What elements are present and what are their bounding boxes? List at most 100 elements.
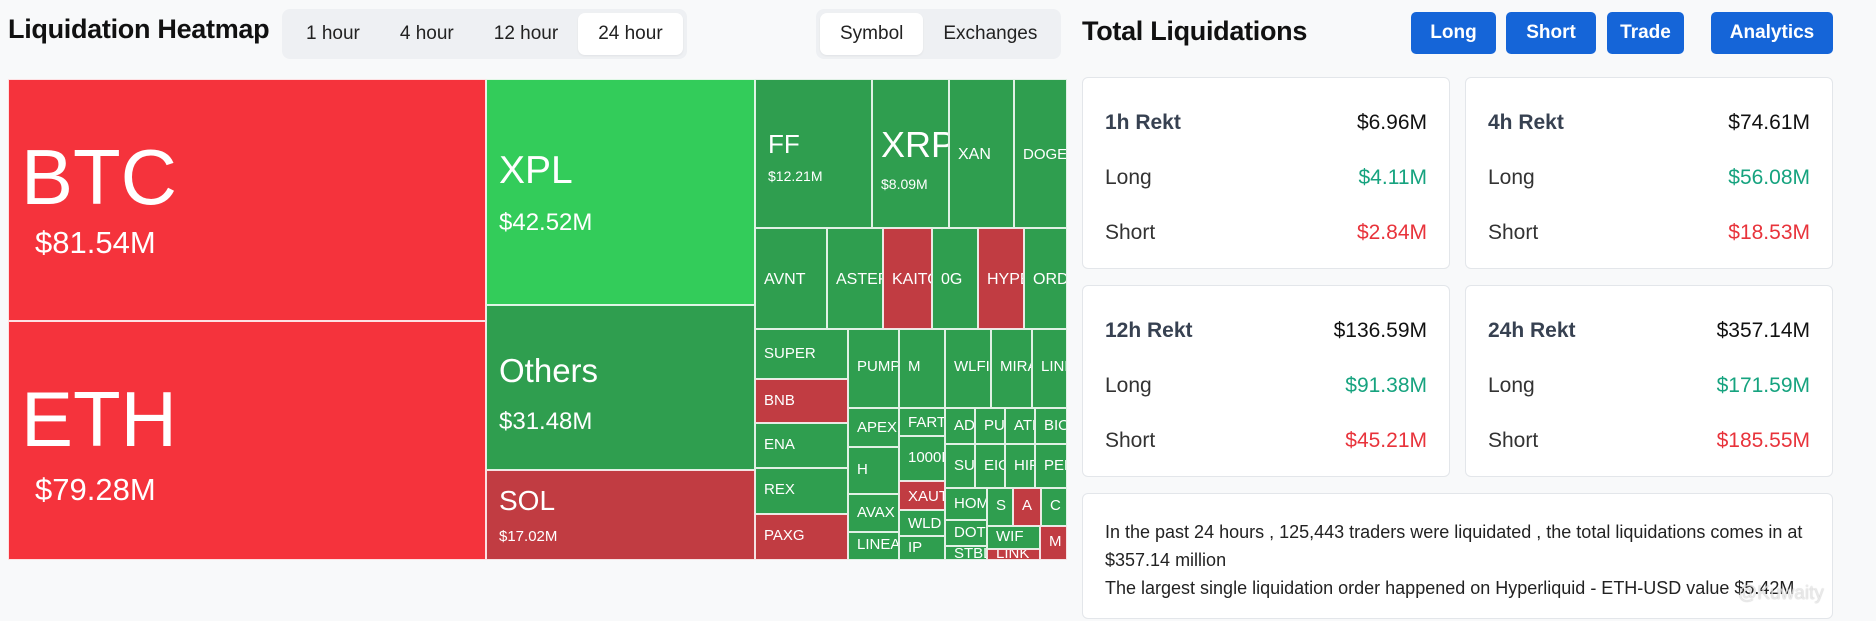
heatmap-cell-aster[interactable]: ASTER [827, 228, 883, 329]
tab-12-hour[interactable]: 12 hour [493, 23, 559, 44]
heatmap-cell-symbol: PENGU [1044, 457, 1066, 474]
heatmap-cell-symbol: STBL [954, 546, 986, 560]
heatmap-cell-apex[interactable]: APEX [848, 408, 899, 447]
heatmap-cell-super[interactable]: SUPER [755, 329, 848, 379]
heatmap-cell-ordi[interactable]: ORDI [1024, 228, 1067, 329]
heatmap-cell-symbol: SUI [954, 457, 975, 474]
trade-button[interactable]: Trade [1607, 12, 1684, 54]
rekt-card-24h: 24h Rekt $357.14M Long $171.59M Short $185.… [1465, 285, 1833, 477]
tab-1-hour[interactable]: 1 hour [306, 23, 360, 44]
heatmap-cell-bio[interactable]: BIO [1035, 408, 1067, 444]
heatmap-cell-symbol: HOME [954, 495, 986, 512]
heatmap-cell-hifi[interactable]: HIFI [1005, 444, 1035, 488]
heatmap-cell-symbol: S [996, 497, 1007, 514]
heatmap-cell-hype[interactable]: HYPE [978, 228, 1024, 329]
tab-24-hour[interactable]: 24 hour [578, 13, 683, 55]
heatmap-cell-wif[interactable]: WIF [987, 526, 1040, 549]
heatmap-cell-pump[interactable]: PUMP [975, 408, 1005, 444]
rekt-card-label: 12h Rekt [1105, 319, 1193, 342]
heatmap-cell-btc[interactable]: BTC $81.54M [8, 79, 486, 321]
heatmap-cell-symbol: DOGE [1023, 146, 1067, 163]
heatmap-cell-xan[interactable]: XAN [949, 79, 1014, 228]
heatmap-cell-h[interactable]: H [848, 447, 899, 494]
heatmap-cell-symbol: BTC [21, 133, 177, 221]
rekt-card-label: 4h Rekt [1488, 111, 1564, 134]
heatmap-cell-pump[interactable]: PUMP [848, 329, 899, 408]
short-label: Short [1105, 429, 1156, 452]
liquidation-heatmap: BTC $81.54M ETH $79.28M XPL $42.52M Others $31.… [8, 79, 1067, 560]
heatmap-cell-avnt[interactable]: AVNT [755, 228, 827, 329]
tab-4-hour[interactable]: 4 hour [399, 23, 454, 44]
heatmap-cell-0g[interactable]: 0G [932, 228, 978, 329]
rekt-card-1h: 1h Rekt $6.96M Long $4.11M Short $2.84M [1082, 77, 1450, 269]
heatmap-cell-ath[interactable]: ATH [1005, 408, 1035, 444]
long-button[interactable]: Long [1411, 12, 1496, 54]
heatmap-cell-mira[interactable]: MIRA [991, 329, 1032, 408]
heatmap-cell-xaut[interactable]: XAUT [899, 481, 945, 510]
heatmap-cell-xpl[interactable]: XPL $42.52M [486, 79, 755, 305]
heatmap-cell-avax[interactable]: AVAX [848, 494, 899, 532]
short-button[interactable]: Short [1506, 12, 1596, 54]
heatmap-cell-symbol: XRP [881, 124, 949, 165]
heatmap-cell-symbol: PUMP [984, 417, 1005, 434]
heatmap-cell-ip[interactable]: IP [899, 536, 945, 560]
heatmap-cell-a[interactable]: A [1013, 488, 1041, 526]
heatmap-cell-eth[interactable]: ETH $79.28M [8, 321, 486, 560]
heatmap-cell-value: $17.02M [499, 528, 558, 545]
analytics-button[interactable]: Analytics [1711, 12, 1833, 54]
heatmap-cell-others[interactable]: Others $31.48M [486, 305, 755, 470]
heatmap-cell-symbol: REX [764, 481, 795, 498]
short-label: Short [1105, 221, 1156, 244]
heatmap-cell-m[interactable]: M [1040, 526, 1067, 560]
short-value: $185.55M [1716, 429, 1810, 452]
heatmap-cell-value: $31.48M [499, 408, 593, 435]
heatmap-cell-fartcoin[interactable]: FARTCOIN [899, 408, 945, 436]
heatmap-cell-symbol: PAXG [764, 527, 805, 544]
heatmap-cell-symbol: XAUT [908, 488, 945, 505]
short-value: $45.21M [1345, 429, 1427, 452]
heatmap-cell-bnb[interactable]: BNB [755, 379, 848, 423]
heatmap-cell-stbl[interactable]: STBL [945, 546, 987, 560]
heatmap-cell-link[interactable]: LINK [987, 549, 1040, 560]
heatmap-cell-home[interactable]: HOME [945, 488, 987, 520]
short-label: Short [1488, 429, 1539, 452]
heatmap-cell-linea[interactable]: LINEA [1032, 329, 1067, 408]
heatmap-cell-symbol: HIFI [1014, 457, 1034, 474]
heatmap-cell-sui[interactable]: SUI [945, 444, 975, 488]
heatmap-cell-kaito[interactable]: KAITO [883, 228, 932, 329]
heatmap-cell-wlfi[interactable]: WLFI [945, 329, 991, 408]
heatmap-cell-wld[interactable]: WLD [899, 510, 945, 536]
heatmap-cell-s[interactable]: S [987, 488, 1013, 526]
heatmap-cell-xrp[interactable]: XRP $8.09M [872, 79, 949, 228]
summary-line-largest: The largest single liquidation order hap… [1105, 578, 1795, 598]
heatmap-cell-value: $42.52M [499, 209, 593, 236]
heatmap-cell-1000pepe[interactable]: 1000PEPE [899, 436, 945, 481]
heatmap-cell-doge[interactable]: DOGE [1014, 79, 1067, 228]
heatmap-cell-dot[interactable]: DOT [945, 520, 987, 546]
heatmap-cell-symbol: C [1050, 497, 1061, 514]
heatmap-cell-symbol: LINEA [857, 536, 899, 553]
heatmap-cell-ff[interactable]: FF $12.21M [755, 79, 872, 228]
heatmap-cell-linea[interactable]: LINEA [848, 532, 899, 560]
heatmap-cell-symbol: LINK [996, 549, 1030, 560]
heatmap-cell-ena[interactable]: ENA [755, 423, 848, 468]
heatmap-cell-symbol: H [857, 461, 868, 478]
heatmap-cell-c[interactable]: C [1041, 488, 1067, 526]
heatmap-cell-symbol: WLFI [954, 358, 990, 375]
heatmap-cell-m[interactable]: M [899, 329, 945, 408]
heatmap-cell-sol[interactable]: SOL $17.02M [486, 470, 755, 560]
heatmap-cell-rex[interactable]: REX [755, 468, 848, 514]
heatmap-cell-symbol: M [1049, 533, 1062, 550]
tab-exchanges[interactable]: Exchanges [943, 23, 1038, 44]
heatmap-cell-value: $12.21M [768, 168, 823, 184]
heatmap-cell-ada[interactable]: ADA [945, 408, 975, 444]
heatmap-cell-pengu[interactable]: PENGU [1035, 444, 1067, 488]
heatmap-cell-symbol: HYPE [987, 271, 1023, 288]
tab-symbol[interactable]: Symbol [820, 13, 924, 55]
heatmap-cell-eigen[interactable]: EIGEN [975, 444, 1005, 488]
heatmap-cell-paxg[interactable]: PAXG [755, 514, 848, 560]
heatmap-cell-symbol: ASTER [836, 271, 882, 288]
summary-line-total: In the past 24 hours , 125,443 traders w… [1105, 522, 1803, 570]
heatmap-cell-symbol: APEX [857, 419, 898, 436]
heatmap-cell-symbol: LINEA [1041, 358, 1066, 375]
